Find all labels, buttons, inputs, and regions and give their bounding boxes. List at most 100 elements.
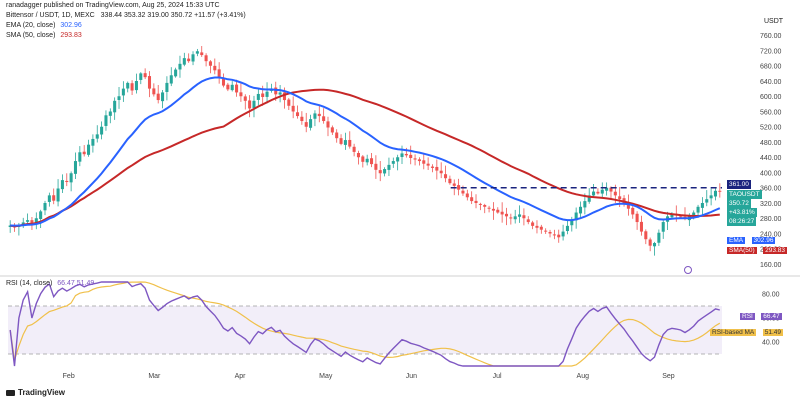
price-tick-label: 640.00 bbox=[760, 79, 782, 86]
candle-body bbox=[370, 158, 374, 165]
candle-body bbox=[130, 83, 134, 91]
ema-tag: EMA bbox=[727, 237, 746, 244]
ohlc-values: 338.44 353.32 319.00 350.72 +11.57 (+3.4… bbox=[100, 12, 246, 19]
candle-body bbox=[339, 138, 343, 144]
x-tick-label: Mar bbox=[148, 373, 161, 380]
candle-body bbox=[178, 63, 182, 70]
symbol-name: Bittensor / USDT, 1D, MEXC bbox=[6, 12, 95, 19]
ema-tag-row: EMA 302.96 bbox=[727, 229, 776, 247]
candle-body bbox=[457, 185, 461, 190]
candle-body bbox=[187, 58, 191, 62]
candle-body bbox=[317, 113, 321, 117]
candle-body bbox=[243, 96, 247, 101]
candle-body bbox=[422, 160, 426, 164]
candle-body bbox=[313, 113, 317, 119]
candle-body bbox=[413, 158, 417, 160]
candle-body bbox=[396, 157, 400, 162]
candle-body bbox=[513, 216, 517, 220]
price-tick-label: 440.00 bbox=[760, 155, 782, 162]
publisher-line: ranadagger published on TradingView.com,… bbox=[6, 2, 220, 9]
candle-body bbox=[365, 158, 369, 163]
candle-body bbox=[535, 225, 539, 228]
candle-body bbox=[509, 217, 513, 219]
price-tick-label: 760.00 bbox=[760, 33, 782, 40]
candle-body bbox=[200, 52, 204, 56]
candle-body bbox=[65, 180, 69, 183]
candle-body bbox=[378, 170, 382, 174]
price-tick-label: 480.00 bbox=[760, 140, 782, 147]
tradingview-logo[interactable]: TradingView bbox=[6, 388, 65, 397]
candle-body bbox=[544, 230, 548, 232]
candle-body bbox=[169, 75, 173, 84]
candle-body bbox=[452, 183, 456, 186]
price-tick-label: 400.00 bbox=[760, 170, 782, 177]
candle-body bbox=[295, 112, 300, 117]
candle-body bbox=[47, 195, 51, 202]
candle-body bbox=[56, 188, 60, 202]
alert-marker-icon bbox=[684, 266, 692, 274]
candle-body bbox=[73, 161, 78, 174]
candle-body bbox=[100, 126, 104, 135]
candle-body bbox=[400, 153, 404, 157]
price-tick-label: 520.00 bbox=[760, 125, 782, 132]
ema-legend-value: 302.96 bbox=[60, 22, 82, 29]
candle-body bbox=[652, 243, 657, 247]
candle-body bbox=[587, 195, 591, 202]
candle-body bbox=[444, 174, 448, 179]
price-tick-label: 320.00 bbox=[760, 201, 782, 208]
candle-body bbox=[78, 152, 82, 162]
candle-body bbox=[709, 195, 713, 199]
candle-body bbox=[439, 170, 443, 174]
tradingview-logo-icon bbox=[6, 389, 15, 396]
candle-body bbox=[87, 144, 91, 155]
candle-body bbox=[600, 189, 604, 194]
rsima-value-tag: 51.49 bbox=[762, 329, 784, 336]
ema-legend: EMA (20, close) 302.96 bbox=[6, 22, 82, 29]
candle-body bbox=[504, 213, 509, 217]
sma-tag-row: SMA(50) 293.83 bbox=[727, 239, 787, 257]
candle-body bbox=[335, 132, 339, 139]
candle-body bbox=[95, 134, 99, 139]
candle-body bbox=[208, 61, 212, 66]
price-pane bbox=[8, 46, 722, 274]
candle-body bbox=[718, 190, 722, 192]
candle-body bbox=[548, 231, 552, 234]
rsi-tag: RSI bbox=[740, 313, 755, 320]
sma-legend: SMA (50, close) 293.83 bbox=[6, 32, 82, 39]
candle-body bbox=[583, 201, 587, 208]
candle-body bbox=[496, 209, 500, 213]
sma-50-line bbox=[10, 88, 720, 228]
candle-body bbox=[522, 215, 526, 219]
candle-body bbox=[661, 222, 665, 232]
candle-body bbox=[348, 139, 352, 147]
candle-body bbox=[34, 218, 38, 224]
candle-body bbox=[692, 212, 696, 217]
sma-legend-label: SMA (50, close) bbox=[6, 32, 56, 39]
candle-body bbox=[574, 212, 578, 221]
candle-body bbox=[518, 214, 522, 217]
rsi-legend-values: 66.47 51.49 bbox=[57, 280, 95, 287]
rsima-tag-row: RSI-based MA 51.49 bbox=[710, 321, 784, 339]
rsi-value-tag: 66.47 bbox=[761, 313, 782, 320]
candle-body bbox=[252, 100, 256, 109]
tradingview-brand: TradingView bbox=[18, 388, 65, 397]
ema-20-line bbox=[10, 76, 721, 227]
candle-body bbox=[613, 191, 617, 196]
candle-body bbox=[474, 200, 478, 203]
candle-body bbox=[204, 55, 208, 62]
candle-body bbox=[330, 127, 334, 133]
rsi-legend: RSI (14, close) 66.47 51.49 bbox=[6, 280, 94, 287]
candle-body bbox=[417, 159, 421, 162]
candle-body bbox=[430, 166, 435, 168]
candle-body bbox=[557, 234, 561, 238]
candle-body bbox=[309, 119, 313, 128]
candle-body bbox=[435, 166, 439, 171]
candle-body bbox=[213, 65, 217, 71]
candle-body bbox=[69, 173, 73, 183]
candle-body bbox=[108, 111, 112, 116]
candle-body bbox=[291, 105, 295, 112]
candle-body bbox=[461, 190, 465, 194]
sma-legend-value: 293.83 bbox=[60, 32, 82, 39]
candle-body bbox=[147, 76, 152, 89]
